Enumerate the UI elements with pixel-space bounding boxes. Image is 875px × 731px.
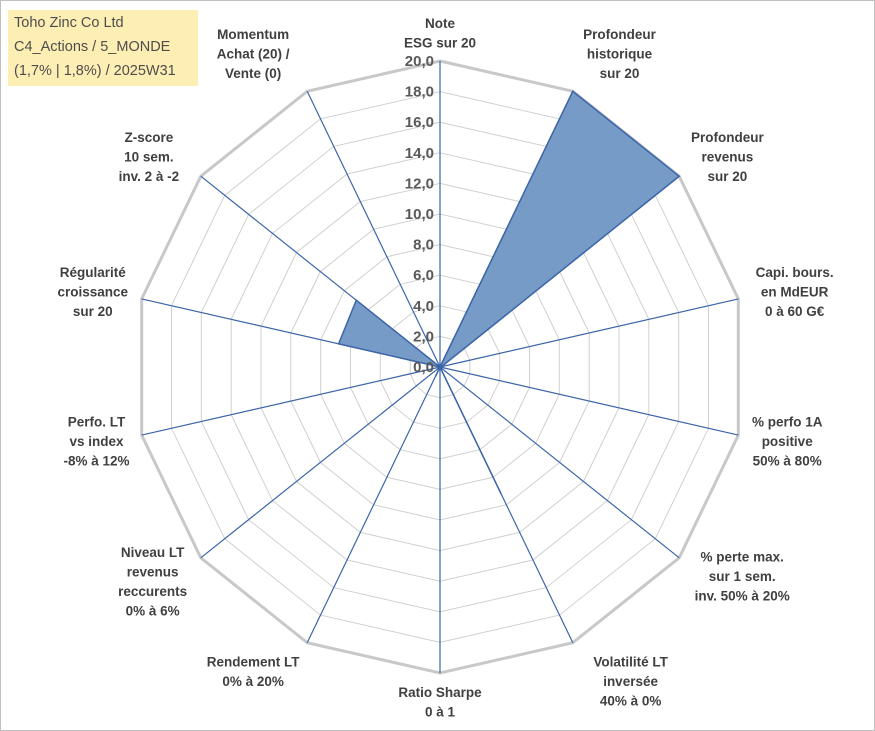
axis-label-11-line-0: Régularité bbox=[60, 265, 127, 280]
tick-label-10: 20,0 bbox=[405, 53, 434, 70]
title-line-period: (1,7% | 1,8%) / 2025W31 bbox=[14, 63, 176, 79]
axis-spoke-4 bbox=[439, 366, 739, 436]
data-point-2 bbox=[678, 175, 681, 178]
title-line-category: C4_Actions / 5_MONDE bbox=[14, 39, 171, 55]
axis-spoke-3 bbox=[439, 298, 739, 368]
tick-label-9: 18,0 bbox=[405, 84, 434, 101]
axis-label-12-line-1: 10 sem. bbox=[124, 150, 174, 165]
axis-label-8-line-1: 0% à 20% bbox=[222, 674, 284, 689]
axis-label-7-line-1: 0 à 1 bbox=[425, 705, 456, 720]
axis-label-0-line-0: Note bbox=[425, 16, 455, 31]
axis-label-9-line-2: reccurents bbox=[118, 584, 187, 599]
data-point-8 bbox=[434, 375, 437, 378]
axis-label-6: Volatilité LT inversée 40% à 0% bbox=[593, 654, 668, 708]
tick-label-0: 0,0 bbox=[413, 359, 434, 376]
axis-spoke-9 bbox=[200, 366, 441, 559]
axis-label-2-line-1: revenus bbox=[702, 150, 754, 165]
axis-label-7: Ratio Sharpe 0 à 1 bbox=[398, 685, 482, 720]
axis-label-3-line-1: en MdEUR bbox=[761, 284, 829, 299]
data-point-13 bbox=[439, 366, 442, 369]
data-point-12 bbox=[355, 299, 358, 302]
axis-label-3-line-2: 0 à 60 G€ bbox=[765, 304, 825, 319]
data-point-6 bbox=[500, 492, 503, 495]
data-point-1 bbox=[571, 90, 574, 93]
axis-label-6-line-0: Volatilité LT bbox=[593, 654, 668, 669]
series-area bbox=[337, 90, 681, 495]
tick-label-4: 8,0 bbox=[413, 237, 434, 254]
radar-axis-labels: Note ESG sur 20 Profondeur historique sur 20… bbox=[58, 16, 834, 720]
tick-label-8: 16,0 bbox=[405, 114, 434, 131]
data-point-11 bbox=[337, 342, 340, 345]
axis-spoke-10 bbox=[141, 366, 441, 436]
axis-label-1-line-0: Profondeur bbox=[583, 27, 656, 42]
axis-label-8: Rendement LT 0% à 20% bbox=[207, 654, 301, 689]
axis-label-4-line-0: % perfo 1A bbox=[752, 415, 823, 430]
axis-label-9-line-0: Niveau LT bbox=[121, 545, 185, 560]
axis-label-5-line-1: sur 1 sem. bbox=[709, 569, 776, 584]
axis-label-2-line-0: Profondeur bbox=[691, 130, 764, 145]
title-line-company: Toho Zinc Co Ltd bbox=[14, 15, 124, 31]
axis-label-6-line-2: 40% à 0% bbox=[600, 693, 662, 708]
axis-label-9-line-1: revenus bbox=[127, 565, 179, 580]
axis-label-4-line-2: 50% à 80% bbox=[753, 454, 822, 469]
tick-label-7: 14,0 bbox=[405, 145, 434, 162]
axis-spoke-13 bbox=[306, 91, 441, 368]
axis-label-1-line-2: sur 20 bbox=[600, 66, 640, 81]
axis-label-11-line-2: sur 20 bbox=[73, 304, 113, 319]
axis-label-11-line-1: croissance bbox=[58, 284, 129, 299]
chart-title-box: Toho Zinc Co Ltd C4_Actions / 5_MONDE (1… bbox=[8, 10, 198, 86]
axis-label-0-line-1: ESG sur 20 bbox=[404, 36, 476, 51]
axis-label-10-line-2: -8% à 12% bbox=[63, 454, 129, 469]
axis-label-11: Régularité croissance sur 20 bbox=[58, 265, 129, 319]
axis-label-3: Capi. bours. en MdEUR 0 à 60 G€ bbox=[756, 265, 834, 319]
axis-label-8-line-0: Rendement LT bbox=[207, 654, 301, 669]
axis-label-6-line-1: inversée bbox=[603, 674, 658, 689]
axis-label-13: Momentum Achat (20) / Vente (0) bbox=[217, 27, 290, 81]
axis-label-13-line-2: Vente (0) bbox=[225, 66, 281, 81]
axis-label-12: Z-score 10 sem. inv. 2 à -2 bbox=[119, 130, 180, 184]
axis-label-2-line-2: sur 20 bbox=[708, 169, 748, 184]
tick-label-2: 4,0 bbox=[413, 298, 434, 315]
axis-label-3-line-0: Capi. bours. bbox=[756, 265, 834, 280]
tick-label-6: 12,0 bbox=[405, 175, 434, 192]
axis-label-2: Profondeur revenus sur 20 bbox=[691, 130, 764, 184]
tick-label-1: 2,0 bbox=[413, 328, 434, 345]
axis-label-5: % perte max. sur 1 sem. inv. 50% à 20% bbox=[695, 549, 790, 603]
axis-label-4-line-1: positive bbox=[762, 434, 814, 449]
axis-label-4: % perfo 1A positive 50% à 80% bbox=[752, 415, 823, 469]
axis-label-7-line-0: Ratio Sharpe bbox=[398, 685, 482, 700]
axis-label-13-line-1: Achat (20) / bbox=[217, 47, 290, 62]
radar-tick-labels: 0,0 2,0 4,0 6,0 8,0 10,0 12,0 14,0 16,0 18,0 20,0 bbox=[405, 53, 434, 376]
axis-label-12-line-2: inv. 2 à -2 bbox=[119, 169, 180, 184]
axis-spoke-8 bbox=[306, 366, 441, 643]
axis-label-13-line-0: Momentum bbox=[217, 27, 289, 42]
tick-label-3: 6,0 bbox=[413, 267, 434, 284]
axis-label-9: Niveau LT revenus reccurents 0% à 6% bbox=[118, 545, 187, 619]
axis-label-10-line-1: vs index bbox=[69, 434, 124, 449]
axis-spoke-5 bbox=[439, 366, 680, 559]
axis-label-0: Note ESG sur 20 bbox=[404, 16, 476, 51]
axis-label-5-line-0: % perte max. bbox=[701, 549, 784, 564]
axis-label-10-line-0: Perfo. LT bbox=[68, 415, 126, 430]
axis-label-12-line-0: Z-score bbox=[125, 130, 174, 145]
axis-label-10: Perfo. LT vs index -8% à 12% bbox=[63, 415, 129, 469]
axis-label-1: Profondeur historique sur 20 bbox=[583, 27, 656, 81]
axis-label-5-line-2: inv. 50% à 20% bbox=[695, 588, 790, 603]
tick-label-5: 10,0 bbox=[405, 206, 434, 223]
axis-label-9-line-3: 0% à 6% bbox=[126, 604, 180, 619]
axis-label-1-line-1: historique bbox=[587, 47, 653, 62]
